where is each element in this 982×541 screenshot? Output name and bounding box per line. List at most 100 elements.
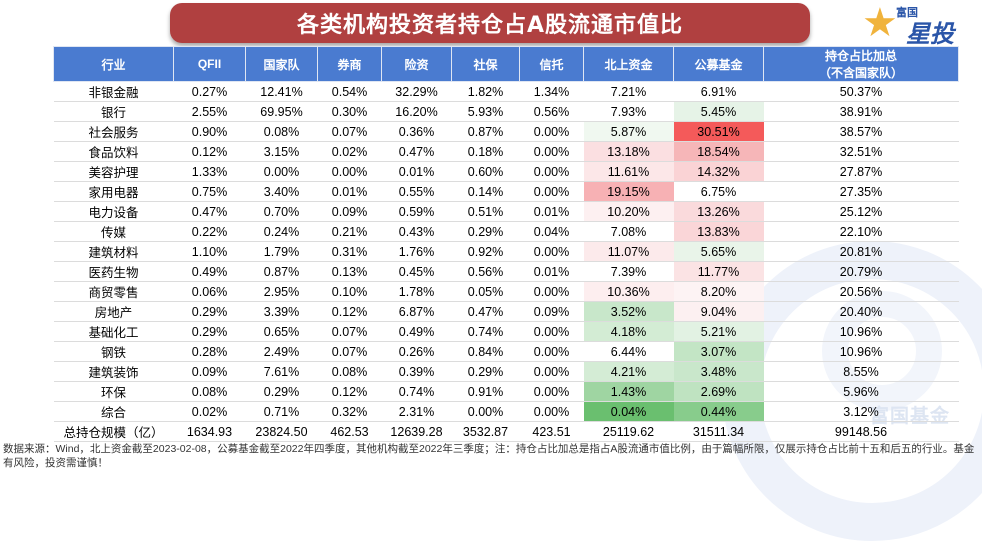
- table-row: 美容护理 1.33% 0.00% 0.00% 0.01% 0.60% 0.00% 11.61%…: [53, 161, 959, 182]
- cell-national-team: 2.49%: [245, 341, 318, 362]
- cell-social-security: 1.82%: [451, 81, 520, 102]
- cell-total-share: 22.10%: [763, 221, 959, 242]
- cell-broker: 0.07%: [317, 121, 382, 142]
- cell-trust: 0.00%: [519, 241, 584, 262]
- cell-broker: 0.07%: [317, 341, 382, 362]
- cell-national-team: 3.40%: [245, 181, 318, 202]
- cell-broker: 0.54%: [317, 81, 382, 102]
- total-cell-insurance: 12639.28: [381, 421, 452, 442]
- cell-broker: 0.07%: [317, 321, 382, 342]
- cell-qfii: 0.12%: [173, 141, 246, 162]
- cell-northbound: 4.18%: [583, 321, 674, 342]
- holdings-table: 行业 QFII 国家队 券商 险资 社保 信托 北上资金 公募基金 持仓占比加总…: [53, 46, 959, 442]
- cell-qfii: 0.08%: [173, 381, 246, 402]
- cell-trust: 0.00%: [519, 141, 584, 162]
- table-row: 商贸零售 0.06% 2.95% 0.10% 1.78% 0.05% 0.00% 10.36%…: [53, 281, 959, 302]
- cell-social-security: 0.29%: [451, 221, 520, 242]
- cell-qfii: 0.47%: [173, 201, 246, 222]
- cell-total-share: 20.56%: [763, 281, 959, 302]
- cell-industry: 家用电器: [53, 181, 174, 202]
- total-cell-national-team: 23824.50: [245, 421, 318, 442]
- cell-social-security: 0.91%: [451, 381, 520, 402]
- cell-public-fund: 30.51%: [673, 121, 764, 142]
- cell-trust: 0.00%: [519, 361, 584, 382]
- table-row: 环保 0.08% 0.29% 0.12% 0.74% 0.91% 0.00% 1.43% 2.6…: [53, 381, 959, 402]
- cell-northbound: 11.07%: [583, 241, 674, 262]
- cell-northbound: 11.61%: [583, 161, 674, 182]
- cell-public-fund: 14.32%: [673, 161, 764, 182]
- cell-total-share: 20.79%: [763, 261, 959, 282]
- cell-public-fund: 0.44%: [673, 401, 764, 422]
- cell-insurance: 0.45%: [381, 261, 452, 282]
- cell-qfii: 2.55%: [173, 101, 246, 122]
- cell-insurance: 0.55%: [381, 181, 452, 202]
- cell-public-fund: 2.69%: [673, 381, 764, 402]
- table-row: 建筑材料 1.10% 1.79% 0.31% 1.76% 0.92% 0.00% 11.07%…: [53, 241, 959, 262]
- cell-industry: 非银金融: [53, 81, 174, 102]
- cell-industry: 钢铁: [53, 341, 174, 362]
- header-northbound: 北上资金: [583, 46, 674, 82]
- cell-public-fund: 13.83%: [673, 221, 764, 242]
- cell-trust: 0.00%: [519, 341, 584, 362]
- cell-broker: 0.30%: [317, 101, 382, 122]
- cell-broker: 0.01%: [317, 181, 382, 202]
- table-total-row: 总持仓规模（亿） 1634.93 23824.50 462.53 12639.28 353…: [53, 421, 959, 442]
- cell-broker: 0.00%: [317, 161, 382, 182]
- cell-northbound: 3.52%: [583, 301, 674, 322]
- cell-insurance: 1.78%: [381, 281, 452, 302]
- cell-national-team: 7.61%: [245, 361, 318, 382]
- cell-qfii: 0.02%: [173, 401, 246, 422]
- cell-industry: 基础化工: [53, 321, 174, 342]
- cell-northbound: 10.20%: [583, 201, 674, 222]
- cell-northbound: 6.44%: [583, 341, 674, 362]
- cell-total-share: 8.55%: [763, 361, 959, 382]
- cell-insurance: 0.74%: [381, 381, 452, 402]
- cell-public-fund: 11.77%: [673, 261, 764, 282]
- cell-northbound: 7.39%: [583, 261, 674, 282]
- cell-insurance: 0.59%: [381, 201, 452, 222]
- cell-social-security: 0.87%: [451, 121, 520, 142]
- cell-social-security: 0.56%: [451, 261, 520, 282]
- cell-national-team: 0.29%: [245, 381, 318, 402]
- cell-national-team: 12.41%: [245, 81, 318, 102]
- brand-logo: ★ 富国 星投顾: [862, 2, 974, 83]
- cell-insurance: 0.26%: [381, 341, 452, 362]
- cell-total-share: 10.96%: [763, 321, 959, 342]
- cell-northbound: 7.08%: [583, 221, 674, 242]
- cell-total-share: 25.12%: [763, 201, 959, 222]
- cell-northbound: 1.43%: [583, 381, 674, 402]
- table-row: 建筑装饰 0.09% 7.61% 0.08% 0.39% 0.29% 0.00% 4.21% 3…: [53, 361, 959, 382]
- cell-social-security: 0.05%: [451, 281, 520, 302]
- table-row: 传媒 0.22% 0.24% 0.21% 0.43% 0.29% 0.04% 7.08% 13.…: [53, 221, 959, 242]
- cell-insurance: 0.47%: [381, 141, 452, 162]
- cell-insurance: 32.29%: [381, 81, 452, 102]
- cell-total-share: 20.81%: [763, 241, 959, 262]
- table-row: 医药生物 0.49% 0.87% 0.13% 0.45% 0.56% 0.01% 7.39% 1…: [53, 261, 959, 282]
- cell-northbound: 7.93%: [583, 101, 674, 122]
- cell-social-security: 0.60%: [451, 161, 520, 182]
- header-qfii: QFII: [173, 46, 246, 82]
- cell-qfii: 1.10%: [173, 241, 246, 262]
- cell-industry: 医药生物: [53, 261, 174, 282]
- cell-public-fund: 8.20%: [673, 281, 764, 302]
- cell-social-security: 0.14%: [451, 181, 520, 202]
- cell-insurance: 6.87%: [381, 301, 452, 322]
- cell-northbound: 4.21%: [583, 361, 674, 382]
- cell-broker: 0.09%: [317, 201, 382, 222]
- cell-total-share: 38.91%: [763, 101, 959, 122]
- cell-industry: 美容护理: [53, 161, 174, 182]
- header-public-fund: 公募基金: [673, 46, 764, 82]
- cell-northbound: 13.18%: [583, 141, 674, 162]
- cell-total-share: 50.37%: [763, 81, 959, 102]
- cell-industry: 电力设备: [53, 201, 174, 222]
- cell-industry: 食品饮料: [53, 141, 174, 162]
- cell-national-team: 0.00%: [245, 161, 318, 182]
- cell-industry: 建筑装饰: [53, 361, 174, 382]
- cell-qfii: 0.75%: [173, 181, 246, 202]
- table-row: 食品饮料 0.12% 3.15% 0.02% 0.47% 0.18% 0.00% 13.18%…: [53, 141, 959, 162]
- header-broker: 券商: [317, 46, 382, 82]
- cell-total-share: 3.12%: [763, 401, 959, 422]
- cell-national-team: 3.39%: [245, 301, 318, 322]
- cell-public-fund: 5.45%: [673, 101, 764, 122]
- cell-trust: 0.00%: [519, 161, 584, 182]
